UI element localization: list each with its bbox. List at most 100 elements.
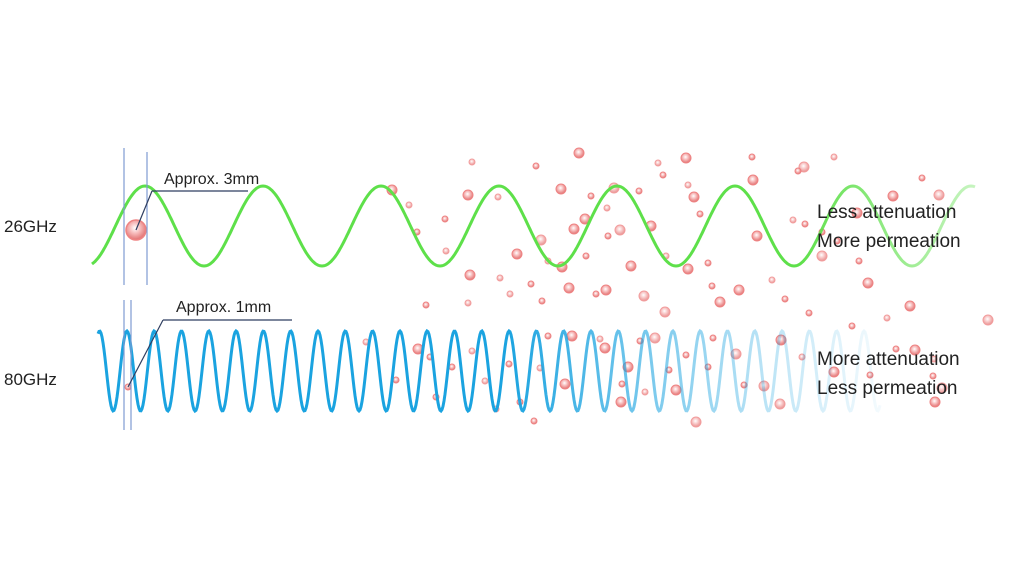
particle bbox=[615, 396, 627, 408]
particle bbox=[781, 295, 789, 303]
effect-line-attenuation: Less attenuation bbox=[817, 202, 957, 223]
effect-text-26ghz: Less attenuation More permeation bbox=[817, 198, 961, 256]
effect-line-permeation: More permeation bbox=[817, 231, 961, 252]
particle bbox=[848, 322, 856, 330]
particle bbox=[405, 201, 413, 209]
particle bbox=[468, 158, 476, 166]
particle bbox=[468, 347, 476, 355]
particle bbox=[600, 284, 612, 296]
particle bbox=[392, 376, 400, 384]
particle bbox=[563, 282, 575, 294]
particle bbox=[801, 220, 809, 228]
particle bbox=[592, 290, 600, 298]
wavelength-guides bbox=[123, 148, 292, 430]
wavelength-label-1mm: Approx. 1mm bbox=[176, 299, 272, 316]
particle bbox=[462, 189, 474, 201]
frequency-label-26ghz: 26GHz bbox=[4, 217, 57, 236]
particle bbox=[805, 309, 813, 317]
particle bbox=[481, 377, 489, 385]
effect-line-permeation: Less permeation bbox=[817, 378, 958, 399]
particle bbox=[747, 174, 759, 186]
particle bbox=[855, 257, 863, 265]
particle bbox=[582, 252, 590, 260]
particle bbox=[659, 171, 667, 179]
particle bbox=[625, 260, 637, 272]
particle bbox=[930, 355, 938, 363]
particle bbox=[696, 210, 704, 218]
particle bbox=[798, 161, 810, 173]
particle bbox=[929, 372, 937, 380]
particle bbox=[933, 189, 945, 201]
particle bbox=[614, 224, 626, 236]
particle bbox=[830, 153, 838, 161]
effect-line-attenuation: More attenuation bbox=[817, 349, 960, 370]
effect-text-80ghz: More attenuation Less permeation bbox=[817, 345, 960, 403]
particle bbox=[641, 388, 649, 396]
particle bbox=[638, 290, 650, 302]
particle bbox=[936, 382, 948, 394]
particle bbox=[573, 147, 585, 159]
particle bbox=[982, 314, 994, 326]
wavelength-label-3mm: Approx. 3mm bbox=[164, 171, 260, 188]
particle bbox=[599, 342, 611, 354]
particle bbox=[527, 280, 535, 288]
particle bbox=[494, 193, 502, 201]
particle bbox=[538, 297, 546, 305]
particle bbox=[596, 335, 604, 343]
particle bbox=[511, 248, 523, 260]
particle bbox=[559, 378, 571, 390]
particle bbox=[768, 276, 776, 284]
particle bbox=[566, 330, 578, 342]
particle bbox=[448, 363, 456, 371]
particle bbox=[909, 344, 921, 356]
particle bbox=[506, 290, 514, 298]
particle bbox=[603, 204, 611, 212]
particle bbox=[654, 159, 662, 167]
callout-leader-line bbox=[135, 190, 153, 231]
particle bbox=[441, 215, 449, 223]
wave-80ghz bbox=[96, 328, 882, 414]
particle bbox=[883, 314, 891, 322]
particle bbox=[532, 162, 540, 170]
particle bbox=[464, 299, 472, 307]
particle bbox=[751, 230, 763, 242]
particle bbox=[918, 174, 926, 182]
particle bbox=[442, 247, 450, 255]
particle bbox=[555, 183, 567, 195]
callout-leader-line bbox=[127, 319, 164, 388]
particle bbox=[774, 398, 786, 410]
particle bbox=[862, 277, 874, 289]
particle bbox=[688, 191, 700, 203]
particle bbox=[587, 192, 595, 200]
particle bbox=[816, 250, 828, 262]
particle bbox=[833, 237, 841, 245]
particle bbox=[649, 332, 661, 344]
particle bbox=[682, 263, 694, 275]
particle bbox=[690, 416, 702, 428]
wave-26ghz bbox=[91, 184, 976, 268]
particle bbox=[789, 216, 797, 224]
particle bbox=[670, 384, 682, 396]
particle bbox=[704, 259, 712, 267]
particle bbox=[682, 351, 690, 359]
particle bbox=[496, 274, 504, 282]
particle bbox=[794, 167, 802, 175]
particle bbox=[904, 300, 916, 312]
particle bbox=[604, 232, 612, 240]
particle bbox=[530, 417, 538, 425]
particle bbox=[422, 301, 430, 309]
particle bbox=[851, 207, 863, 219]
particle bbox=[929, 396, 941, 408]
particle bbox=[635, 187, 643, 195]
frequency-label-80ghz: 80GHz bbox=[4, 370, 57, 389]
particle bbox=[505, 360, 513, 368]
particle bbox=[709, 334, 717, 342]
particle bbox=[680, 152, 692, 164]
particle bbox=[464, 269, 476, 281]
particle bbox=[748, 153, 756, 161]
particle bbox=[618, 380, 626, 388]
particle bbox=[887, 190, 899, 202]
particle bbox=[892, 345, 900, 353]
particle bbox=[684, 181, 692, 189]
particle bbox=[733, 284, 745, 296]
